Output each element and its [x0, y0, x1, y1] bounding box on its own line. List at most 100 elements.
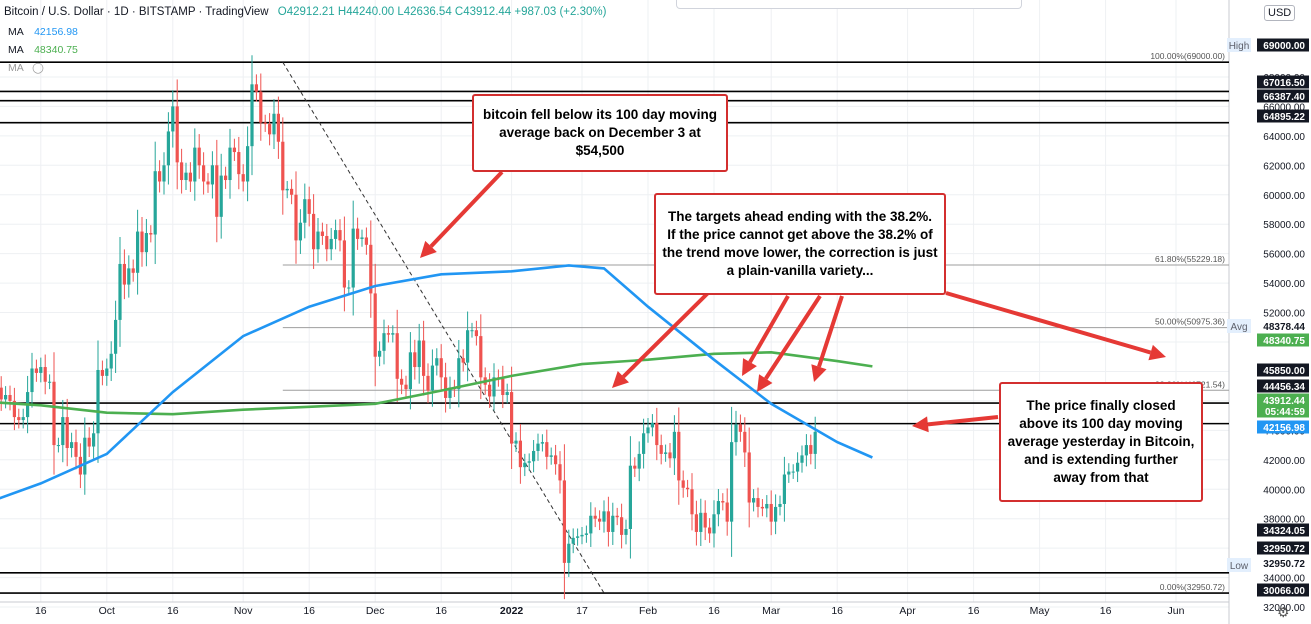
candle-body [809, 445, 813, 454]
candle-body [562, 480, 566, 563]
price-axis[interactable]: 30000.0032000.0034000.0036000.0038000.00… [1263, 73, 1305, 624]
arrow-shaft [621, 291, 710, 379]
candle-body [444, 377, 448, 398]
candle-body [347, 287, 351, 289]
candle-body [664, 452, 668, 454]
symbol-title[interactable]: Bitcoin / U.S. Dollar · 1D · BITSTAMP · … [4, 6, 269, 18]
arrow-head [757, 374, 773, 392]
candle-body [787, 471, 791, 475]
candle-body [677, 431, 681, 481]
candle-body [65, 417, 69, 449]
candle-body [56, 445, 60, 447]
price-tick-label: 54000.00 [1263, 279, 1305, 290]
candle-body [162, 165, 166, 182]
candle-body [738, 424, 742, 432]
candle-body [364, 237, 368, 245]
time-axis[interactable]: 16 Oct 16 Nov 16 Dec 16 2022 17 Feb 16 Mar 16 Apr 16 Ma… [35, 605, 1185, 617]
candle-body [334, 230, 338, 239]
candle-body [105, 368, 109, 376]
candle-body [8, 395, 12, 401]
candle-body [254, 84, 258, 92]
candle-body [672, 431, 676, 459]
ma100-line[interactable] [0, 264, 873, 504]
candle-body [140, 231, 144, 253]
candle-body [276, 113, 280, 142]
candle-body [804, 445, 808, 456]
price-badges: 69000.00 67016.50 66387.40 64895.22 45850.00… [1227, 38, 1309, 597]
price-badge [1257, 541, 1309, 555]
candle-body [224, 175, 228, 181]
candle-body [466, 330, 470, 363]
currency-button[interactable]: USD [1264, 5, 1296, 21]
price-badge-label: 34324.05 [1263, 526, 1305, 537]
time-tick-label: 16 [1100, 605, 1112, 617]
trend-line[interactable] [282, 61, 605, 594]
candle-body [395, 333, 399, 379]
price-tick-label: 66000.00 [1263, 102, 1305, 113]
ma200-legend[interactable]: MA 48340.75 [8, 44, 78, 56]
candle-body [642, 433, 646, 454]
time-tick-label: Feb [639, 605, 657, 617]
candle-body [131, 268, 135, 273]
ma200-line[interactable] [0, 350, 873, 416]
candle-body [765, 503, 769, 509]
price-tick-label: 58000.00 [1263, 220, 1305, 231]
price-badge [1257, 379, 1309, 393]
time-tick-label: Apr [899, 605, 916, 617]
candle-body [206, 181, 210, 185]
price-tag-label: High [1229, 41, 1250, 52]
candle-body [769, 503, 773, 522]
candle-body [391, 333, 395, 335]
candle-body [92, 433, 96, 447]
price-tick-label: 42000.00 [1263, 456, 1305, 467]
ma100-legend[interactable]: MA 42156.98 [8, 26, 78, 38]
candle-body [413, 352, 417, 368]
candle-body [272, 113, 276, 135]
candle-body [734, 424, 738, 443]
drawing-toolbar-stub[interactable] [676, 0, 1022, 9]
candle-body [501, 378, 505, 396]
candle-body [813, 431, 817, 454]
price-tick-label: 52000.00 [1263, 309, 1305, 320]
candle-body [285, 188, 289, 191]
candle-body [545, 442, 549, 457]
price-badge-label: 67016.50 [1263, 78, 1305, 89]
candle-body [400, 378, 404, 385]
candle-body [448, 387, 452, 398]
candle-body [197, 147, 201, 166]
eye-off-icon[interactable]: ◯ [32, 62, 44, 74]
candle-body [180, 162, 184, 181]
fib-label: 50.00%(50975.36) [1155, 317, 1225, 327]
candle-body [259, 91, 263, 123]
candle-body [536, 443, 540, 451]
time-tick-label: Nov [234, 605, 253, 617]
time-tick-label: Dec [366, 605, 385, 617]
ma-hidden-legend[interactable]: MA ◯ [8, 62, 44, 74]
candle-body [593, 515, 597, 519]
candle-body [668, 452, 672, 459]
candle-body [620, 517, 624, 535]
price-badge-label: 05:44:59 [1265, 407, 1305, 418]
candle-body [479, 336, 483, 378]
candle-body [598, 518, 602, 522]
candle-body [426, 375, 430, 391]
candle-body [708, 527, 712, 534]
candle-body [457, 358, 461, 390]
price-badge-label: 42156.98 [1263, 423, 1305, 434]
candle-body [523, 462, 527, 468]
candle-body [382, 333, 386, 351]
candle-body [439, 358, 443, 378]
candle-body [791, 471, 795, 473]
candle-body [470, 330, 474, 332]
candle-body [628, 465, 632, 530]
candle-body [404, 384, 408, 390]
arrow-head [420, 240, 437, 258]
price-badge-label: 32950.72 [1263, 544, 1305, 555]
arrow-head [811, 364, 827, 382]
arrow-head [912, 416, 929, 433]
candle-body [12, 400, 16, 418]
gear-icon[interactable]: ⚙ [1277, 604, 1290, 620]
candle-body [122, 263, 126, 285]
candle-body [61, 417, 65, 446]
